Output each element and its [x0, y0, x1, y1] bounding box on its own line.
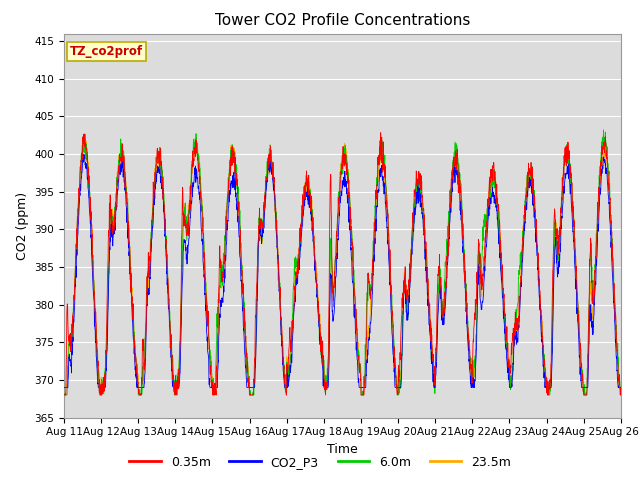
Text: TZ_co2prof: TZ_co2prof [70, 45, 143, 58]
X-axis label: Time: Time [327, 443, 358, 456]
Y-axis label: CO2 (ppm): CO2 (ppm) [16, 192, 29, 260]
Legend: 0.35m, CO2_P3, 6.0m, 23.5m: 0.35m, CO2_P3, 6.0m, 23.5m [124, 451, 516, 474]
Title: Tower CO2 Profile Concentrations: Tower CO2 Profile Concentrations [214, 13, 470, 28]
